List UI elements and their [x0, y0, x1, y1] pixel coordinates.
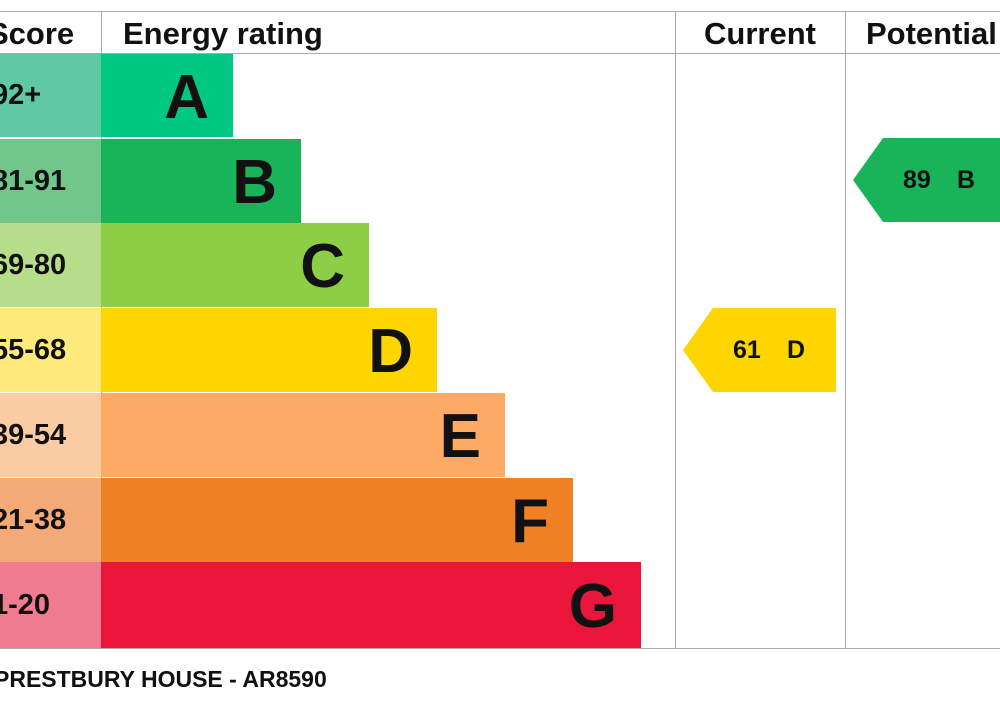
rating-header: Energy rating	[123, 16, 323, 51]
score-label: 69-80	[0, 249, 67, 281]
rating-bar	[101, 393, 505, 477]
score-header: Score	[0, 16, 75, 51]
rating-bar	[101, 54, 233, 137]
header-border	[0, 53, 1000, 54]
current-value: 61	[733, 336, 761, 364]
score-label: 55-68	[0, 334, 67, 366]
column-divider	[675, 12, 676, 649]
score-cell	[0, 562, 101, 648]
rating-letter: E	[439, 402, 481, 471]
rating-bar	[101, 308, 437, 392]
current-letter: D	[787, 336, 806, 364]
footer: PRESTBURY HOUSE - AR8590	[0, 666, 327, 692]
rating-letter: D	[368, 317, 413, 386]
score-label: 92+	[0, 79, 42, 111]
rating-letter: G	[568, 572, 617, 641]
rating-bar	[101, 478, 573, 562]
potential-letter: B	[957, 166, 976, 194]
bottom-border	[0, 648, 1000, 649]
potential-header: Potential	[866, 16, 997, 51]
rating-letter: A	[164, 63, 209, 132]
current-arrow	[683, 308, 836, 392]
score-cell	[0, 139, 101, 223]
rating-letter: C	[300, 232, 345, 301]
score-cell	[0, 308, 101, 392]
rating-bar	[101, 562, 641, 648]
score-label: 39-54	[0, 419, 67, 451]
column-divider	[845, 12, 846, 649]
rating-bar	[101, 223, 369, 307]
score-cell	[0, 478, 101, 562]
score-cell	[0, 393, 101, 477]
rating-letter: B	[232, 148, 277, 217]
score-label: 81-91	[0, 165, 67, 197]
score-label: 21-38	[0, 504, 67, 536]
current-header: Current	[704, 16, 816, 51]
potential-arrow	[853, 138, 1000, 222]
top-border	[0, 11, 1000, 12]
score-label: 1-20	[0, 589, 51, 621]
score-cell	[0, 54, 101, 137]
potential-value: 89	[903, 166, 931, 194]
score-cell	[0, 223, 101, 307]
rating-bar	[101, 139, 301, 223]
rating-letter: F	[511, 487, 549, 556]
